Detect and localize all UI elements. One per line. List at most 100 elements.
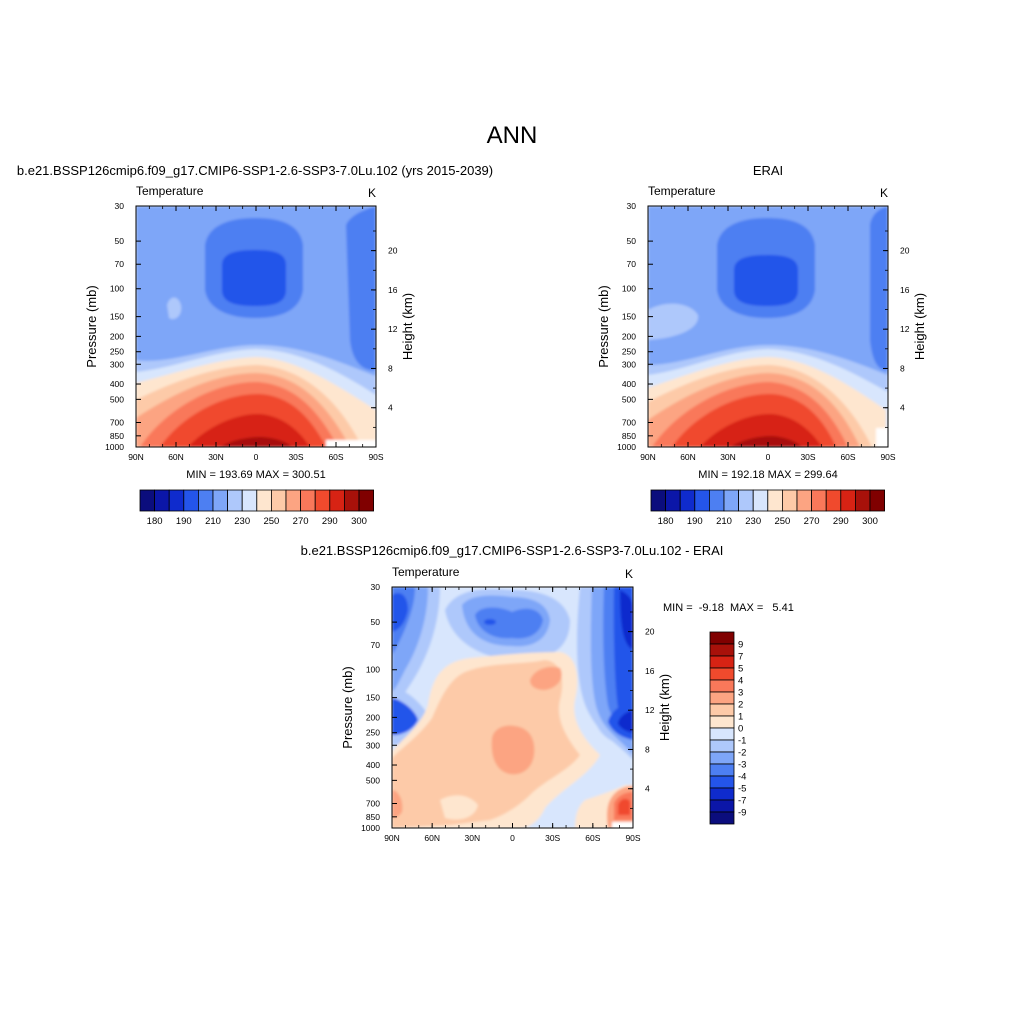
min-max-text: MIN = -9.18 MAX = 5.41 bbox=[663, 602, 794, 614]
y-right-tick-label: 12 bbox=[645, 705, 655, 715]
contour-band bbox=[167, 297, 182, 320]
colorbar-swatch bbox=[285, 489, 302, 512]
x-tick-label: 90N bbox=[128, 452, 144, 462]
colorbar-swatch bbox=[139, 489, 156, 512]
y-tick-label: 150 bbox=[366, 693, 380, 703]
colorbar-swatch bbox=[855, 489, 871, 512]
y-tick-label: 500 bbox=[622, 394, 636, 404]
y-right-tick-label: 20 bbox=[645, 627, 655, 637]
colorbar-swatch bbox=[212, 489, 229, 512]
y-right-axis-label: Height (km) bbox=[400, 293, 415, 360]
min-max-text: MIN = 192.18 MAX = 299.64 bbox=[698, 469, 837, 481]
y-tick-label: 1000 bbox=[617, 442, 636, 452]
x-tick-label: 60N bbox=[680, 452, 696, 462]
colorbar-label: 270 bbox=[804, 516, 820, 527]
y-tick-label: 300 bbox=[622, 359, 636, 369]
colorbar-swatch bbox=[709, 631, 735, 645]
variable-label: Temperature bbox=[392, 565, 460, 579]
x-tick-label: 90S bbox=[368, 452, 383, 462]
y-tick-label: 100 bbox=[110, 284, 124, 294]
y-tick-label: 400 bbox=[622, 379, 636, 389]
colorbar-swatch bbox=[709, 763, 735, 777]
colorbar-swatch bbox=[709, 751, 735, 765]
contour-band bbox=[648, 303, 699, 340]
colorbar-label: 250 bbox=[263, 516, 279, 527]
y-tick-label: 200 bbox=[110, 331, 124, 341]
colorbar-swatch bbox=[709, 703, 735, 717]
colorbar-swatch bbox=[796, 489, 813, 512]
y-tick-label: 700 bbox=[366, 798, 380, 808]
y-axis-label: Pressure (mb) bbox=[340, 666, 355, 748]
colorbar-swatch bbox=[738, 489, 754, 512]
x-tick-label: 0 bbox=[510, 833, 515, 843]
colorbar-label: 9 bbox=[738, 640, 743, 651]
axes: 90N 60N 30N 0 30S 60S 90S 30 50 70 100 150 200 250 300… bbox=[84, 201, 415, 462]
contour-field bbox=[136, 206, 376, 447]
contour-band bbox=[346, 206, 376, 371]
axes: 90N 60N 30N 0 30S 60S 90S 30 50 70 100 150 200 250 300… bbox=[596, 201, 927, 462]
colorbar-swatch bbox=[270, 489, 287, 512]
colorbar-swatch bbox=[840, 489, 856, 512]
x-tick-label: 30N bbox=[720, 452, 736, 462]
y-tick-label: 50 bbox=[627, 236, 637, 246]
colorbar-label: 290 bbox=[322, 516, 338, 527]
y-tick-label: 30 bbox=[371, 582, 381, 592]
colorbar-label: 230 bbox=[745, 516, 761, 527]
colorbar-label: 210 bbox=[716, 516, 732, 527]
y-tick-label: 200 bbox=[366, 712, 380, 722]
colorbar-swatch bbox=[709, 691, 735, 705]
x-tick-label: 60N bbox=[424, 833, 440, 843]
colorbar-label: 2 bbox=[738, 700, 743, 711]
x-tick-label: 60S bbox=[328, 452, 343, 462]
colorbar-swatch bbox=[709, 775, 735, 789]
y-tick-label: 50 bbox=[371, 617, 381, 627]
colorbar-swatch bbox=[168, 489, 185, 512]
y-right-tick-label: 8 bbox=[388, 363, 393, 373]
contour-band bbox=[392, 698, 418, 735]
y-right-tick-label: 16 bbox=[388, 285, 398, 295]
y-tick-label: 1000 bbox=[105, 442, 124, 452]
colorbar-label: 190 bbox=[176, 516, 192, 527]
colorbar-swatch bbox=[241, 489, 258, 512]
contour-band bbox=[700, 413, 822, 447]
colorbar-swatch bbox=[709, 655, 735, 669]
contour-field bbox=[392, 587, 633, 828]
contour-band bbox=[618, 798, 630, 815]
y-tick-label: 700 bbox=[622, 417, 636, 427]
y-tick-label: 100 bbox=[366, 665, 380, 675]
colorbar-swatch bbox=[752, 489, 769, 512]
page-title: ANN bbox=[487, 122, 538, 149]
y-right-tick-label: 4 bbox=[645, 784, 650, 794]
colorbar-swatch bbox=[329, 489, 345, 512]
x-tick-label: 30S bbox=[800, 452, 815, 462]
colorbar-label: -9 bbox=[738, 808, 746, 819]
units-label: K bbox=[880, 186, 888, 200]
y-tick-label: 70 bbox=[371, 640, 381, 650]
contour-field bbox=[648, 206, 888, 447]
colorbar-label: -4 bbox=[738, 772, 746, 783]
y-right-tick-label: 12 bbox=[900, 324, 910, 334]
colorbar-swatch bbox=[709, 727, 735, 741]
colorbar-label: 0 bbox=[738, 724, 743, 735]
y-tick-label: 70 bbox=[115, 259, 125, 269]
contour-band bbox=[734, 255, 798, 306]
x-tick-label: 60N bbox=[168, 452, 184, 462]
contour-band bbox=[392, 660, 580, 828]
colorbar-label: 7 bbox=[738, 652, 743, 663]
colorbar-label: 5 bbox=[738, 664, 743, 675]
y-tick-label: 300 bbox=[366, 740, 380, 750]
colorbar-label: -7 bbox=[738, 796, 746, 807]
colorbar-swatch bbox=[709, 799, 735, 813]
colorbar-swatch bbox=[154, 489, 170, 512]
y-tick-label: 850 bbox=[366, 812, 380, 822]
colorbar-swatch bbox=[694, 489, 710, 512]
x-tick-label: 90N bbox=[640, 452, 656, 462]
y-tick-label: 250 bbox=[110, 347, 124, 357]
y-tick-label: 850 bbox=[622, 431, 636, 441]
colorbar-label: -2 bbox=[738, 748, 746, 759]
units-label: K bbox=[368, 186, 376, 200]
panel-title: b.e21.BSSP126cmip6.f09_g17.CMIP6-SSP1-2.… bbox=[301, 543, 724, 558]
x-tick-label: 90S bbox=[625, 833, 640, 843]
panel-title: ERAI bbox=[753, 163, 783, 178]
y-tick-label: 850 bbox=[110, 431, 124, 441]
